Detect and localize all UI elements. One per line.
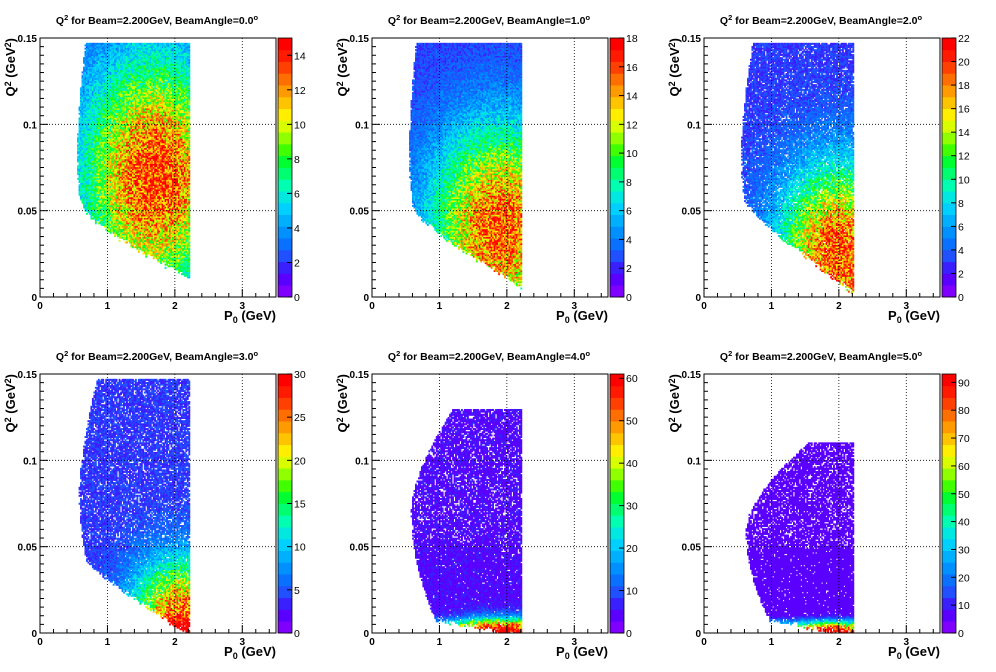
panel-1: Q2 for Beam=2.200GeV, BeamAngle=0.0o0 1 2 3… — [3, 13, 306, 325]
figure-svg: Q2 for Beam=2.200GeV, BeamAngle=0.0o0 1 2 3… — [0, 0, 996, 672]
chart-title: Q2 for Beam=2.200GeV, BeamAngle=0.0o — [56, 13, 259, 27]
heatmap-cell — [165, 267, 167, 269]
heatmap-cell — [119, 240, 121, 242]
heatmap-cells — [77, 43, 190, 279]
figure: Q2 for Beam=2.200GeV, BeamAngle=0.0o 0 1 2 3… — [0, 0, 996, 672]
